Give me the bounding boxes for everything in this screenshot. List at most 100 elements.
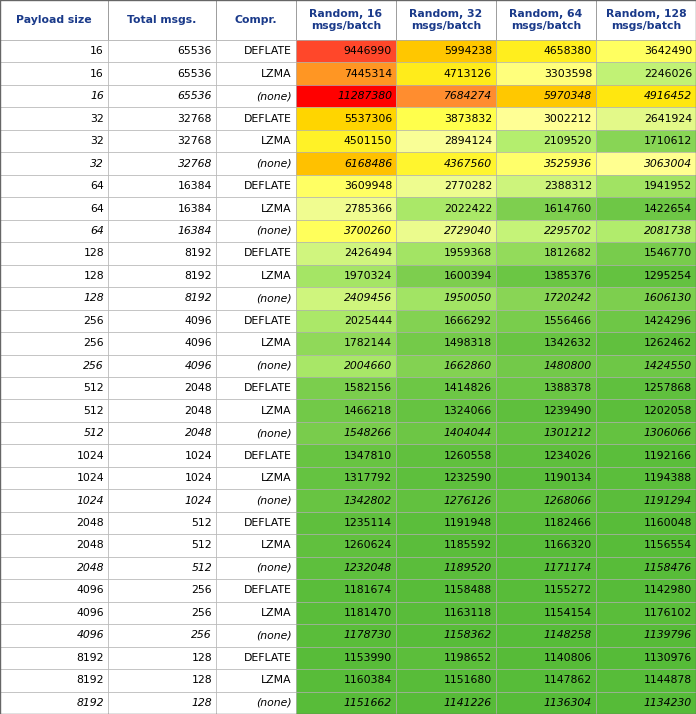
- Text: 1324066: 1324066: [444, 406, 492, 416]
- Bar: [396, 107, 496, 130]
- Bar: [396, 669, 496, 692]
- Bar: [108, 242, 216, 265]
- Bar: [216, 512, 296, 534]
- Bar: [108, 197, 216, 220]
- Text: 8192: 8192: [77, 698, 104, 708]
- Text: 1970324: 1970324: [344, 271, 392, 281]
- Text: 256: 256: [191, 608, 212, 618]
- Bar: [396, 197, 496, 220]
- Bar: [296, 399, 396, 422]
- Bar: [596, 130, 696, 152]
- Bar: [0, 265, 108, 287]
- Text: 256: 256: [84, 338, 104, 348]
- Bar: [396, 242, 496, 265]
- Text: 8192: 8192: [184, 248, 212, 258]
- Bar: [0, 692, 108, 714]
- Bar: [396, 310, 496, 332]
- Bar: [496, 197, 596, 220]
- Text: 1176102: 1176102: [644, 608, 692, 618]
- Bar: [216, 669, 296, 692]
- Bar: [496, 377, 596, 399]
- Bar: [108, 310, 216, 332]
- Text: 16: 16: [90, 46, 104, 56]
- Bar: [0, 399, 108, 422]
- Bar: [596, 444, 696, 467]
- Bar: [216, 85, 296, 107]
- Text: 16384: 16384: [177, 203, 212, 213]
- Text: DEFLATE: DEFLATE: [244, 181, 292, 191]
- Bar: [496, 130, 596, 152]
- Text: 1024: 1024: [184, 473, 212, 483]
- Text: 1158476: 1158476: [644, 563, 692, 573]
- Text: 8192: 8192: [184, 271, 212, 281]
- Bar: [496, 579, 596, 602]
- Text: 1260558: 1260558: [444, 451, 492, 461]
- Bar: [0, 534, 108, 557]
- Text: 1720242: 1720242: [544, 293, 592, 303]
- Text: 128: 128: [84, 248, 104, 258]
- Text: 512: 512: [191, 518, 212, 528]
- Bar: [496, 265, 596, 287]
- Text: 1192166: 1192166: [644, 451, 692, 461]
- Text: (none): (none): [256, 496, 292, 506]
- Bar: [0, 107, 108, 130]
- Text: 2025444: 2025444: [344, 316, 392, 326]
- Bar: [396, 332, 496, 355]
- Bar: [396, 489, 496, 512]
- Text: 1498318: 1498318: [444, 338, 492, 348]
- Text: 1182466: 1182466: [544, 518, 592, 528]
- Bar: [396, 512, 496, 534]
- Bar: [216, 197, 296, 220]
- Bar: [596, 422, 696, 444]
- Text: 1156554: 1156554: [644, 540, 692, 550]
- Text: 16: 16: [90, 91, 104, 101]
- Text: 1178730: 1178730: [344, 630, 392, 640]
- Text: Random, 128
msgs/batch: Random, 128 msgs/batch: [606, 9, 686, 31]
- Text: 128: 128: [84, 293, 104, 303]
- Text: 1024: 1024: [184, 496, 212, 506]
- Bar: [296, 444, 396, 467]
- Bar: [216, 422, 296, 444]
- Bar: [396, 467, 496, 489]
- Bar: [596, 579, 696, 602]
- Text: 2048: 2048: [77, 518, 104, 528]
- Bar: [496, 152, 596, 175]
- Bar: [396, 647, 496, 669]
- Bar: [496, 399, 596, 422]
- Text: 2894124: 2894124: [444, 136, 492, 146]
- Bar: [216, 220, 296, 242]
- Bar: [596, 152, 696, 175]
- Bar: [296, 422, 396, 444]
- Text: 128: 128: [191, 675, 212, 685]
- Text: 1235114: 1235114: [344, 518, 392, 528]
- Bar: [0, 242, 108, 265]
- Text: 3063004: 3063004: [644, 159, 692, 169]
- Text: 1710612: 1710612: [644, 136, 692, 146]
- Bar: [0, 0, 108, 40]
- Text: 1424550: 1424550: [644, 361, 692, 371]
- Bar: [216, 152, 296, 175]
- Text: 1257868: 1257868: [644, 383, 692, 393]
- Text: (none): (none): [256, 428, 292, 438]
- Bar: [596, 107, 696, 130]
- Text: 1662860: 1662860: [444, 361, 492, 371]
- Bar: [296, 197, 396, 220]
- Bar: [296, 355, 396, 377]
- Text: (none): (none): [256, 226, 292, 236]
- Text: 1136304: 1136304: [544, 698, 592, 708]
- Bar: [216, 0, 296, 40]
- Text: 32768: 32768: [177, 136, 212, 146]
- Text: 1141226: 1141226: [444, 698, 492, 708]
- Text: LZMA: LZMA: [262, 473, 292, 483]
- Bar: [396, 422, 496, 444]
- Text: 1385376: 1385376: [544, 271, 592, 281]
- Text: 1347810: 1347810: [344, 451, 392, 461]
- Text: 2048: 2048: [184, 406, 212, 416]
- Bar: [396, 0, 496, 40]
- Bar: [296, 377, 396, 399]
- Text: 128: 128: [191, 653, 212, 663]
- Bar: [496, 85, 596, 107]
- Bar: [216, 399, 296, 422]
- Text: 1306066: 1306066: [644, 428, 692, 438]
- Bar: [0, 579, 108, 602]
